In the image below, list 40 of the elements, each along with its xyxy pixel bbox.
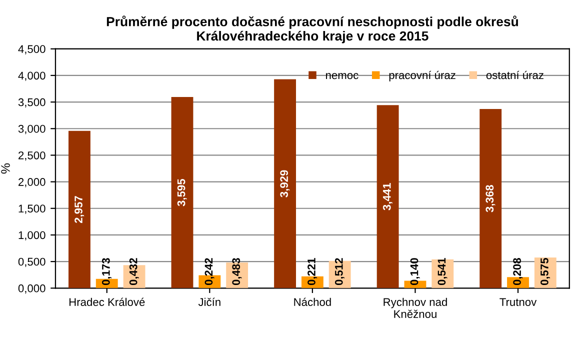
- y-tick-label: 3,500: [18, 98, 46, 108]
- y-tick-label: 3,000: [18, 124, 46, 134]
- data-label: 3,595: [177, 178, 187, 206]
- y-tick-label: 1,000: [18, 231, 46, 240]
- y-tick-label: 4,000: [18, 72, 46, 81]
- data-label: 2,957: [74, 196, 84, 224]
- bar: [480, 109, 502, 288]
- legend-label: ostatní úraz: [486, 70, 544, 80]
- legend-label: nemoc: [326, 73, 358, 80]
- data-label: 0,208: [513, 258, 523, 286]
- y-tick-label: 4,500: [18, 45, 46, 54]
- x-tick-label: Náchod: [294, 298, 331, 306]
- bar: [274, 79, 296, 288]
- data-label: 0,512: [334, 258, 344, 286]
- y-tick-label: 2,500: [18, 151, 46, 161]
- chart-title: Průměrné procento dočasné pracovní neschopnosti podle okresů Královéhradeckého kraje v roce 2015: [106, 16, 518, 44]
- y-tick-label: 0,000: [18, 284, 46, 294]
- data-label: 3,929: [280, 170, 290, 198]
- x-tick-label: Hradec Králové: [69, 298, 145, 306]
- data-label: 3,368: [486, 185, 496, 212]
- y-tick-label: 0,500: [18, 258, 46, 267]
- y-axis-title: %: [1, 163, 10, 174]
- x-tick-label: Trutnov: [500, 298, 537, 306]
- data-label: 0,483: [232, 258, 242, 286]
- data-label: 0,242: [204, 258, 214, 286]
- bar: [68, 130, 90, 288]
- data-label: 0,173: [102, 258, 112, 286]
- data-label: 0,221: [308, 258, 318, 286]
- data-label: 0,140: [410, 258, 420, 286]
- data-label: 0,575: [540, 258, 550, 286]
- legend-label: pracovní úraz: [389, 70, 456, 82]
- data-label: 0,541: [438, 258, 448, 286]
- x-tick-label: Rychnov nad Kněžnou: [384, 298, 447, 318]
- x-tick-label: Jičín: [198, 298, 220, 306]
- data-label: 3,441: [382, 183, 392, 210]
- y-tick-label: 2,000: [18, 178, 46, 188]
- data-label: 0,432: [129, 258, 139, 286]
- y-tick-label: 1,500: [18, 204, 46, 214]
- bar: [171, 96, 194, 288]
- bar: [376, 105, 399, 288]
